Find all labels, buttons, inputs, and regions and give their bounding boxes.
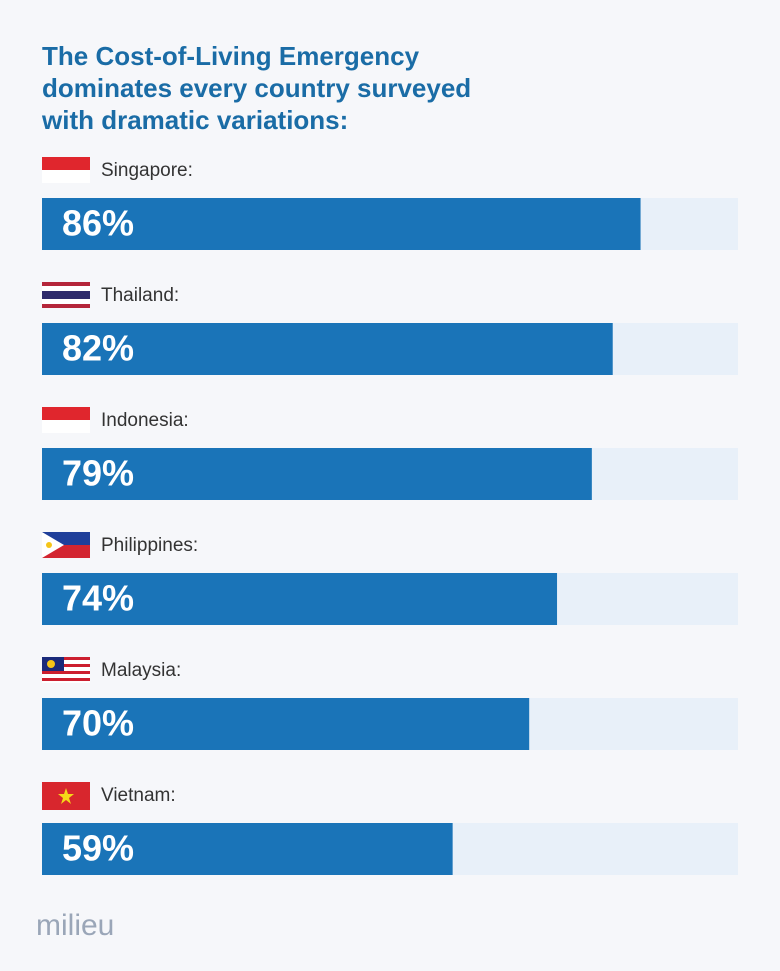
flag-indonesia <box>42 407 90 433</box>
flag-singapore <box>42 157 90 183</box>
bar <box>42 573 558 625</box>
category-label: Singapore: <box>101 160 193 181</box>
value-label: 86% <box>62 203 134 244</box>
value-label: 74% <box>62 578 134 619</box>
category-label: Thailand: <box>101 285 179 306</box>
category-label: Indonesia: <box>101 410 189 431</box>
chart-title: The Cost-of-Living Emergency dominates ev… <box>41 41 471 135</box>
flag-malaysia <box>42 657 90 683</box>
category-label: Philippines: <box>101 535 198 556</box>
bar <box>42 323 613 375</box>
value-label: 82% <box>62 328 134 369</box>
bar <box>42 698 530 750</box>
bar <box>42 448 592 500</box>
value-label: 70% <box>62 703 134 744</box>
flag-thailand <box>42 282 90 308</box>
brand: milieu <box>36 909 114 942</box>
value-label: 59% <box>62 828 134 869</box>
bar <box>42 823 453 875</box>
flag-vietnam <box>42 782 90 810</box>
category-label: Malaysia: <box>101 660 181 681</box>
value-label: 79% <box>62 453 134 494</box>
flag-philippines <box>42 532 90 558</box>
bar <box>42 198 641 250</box>
category-label: Vietnam: <box>101 785 176 806</box>
